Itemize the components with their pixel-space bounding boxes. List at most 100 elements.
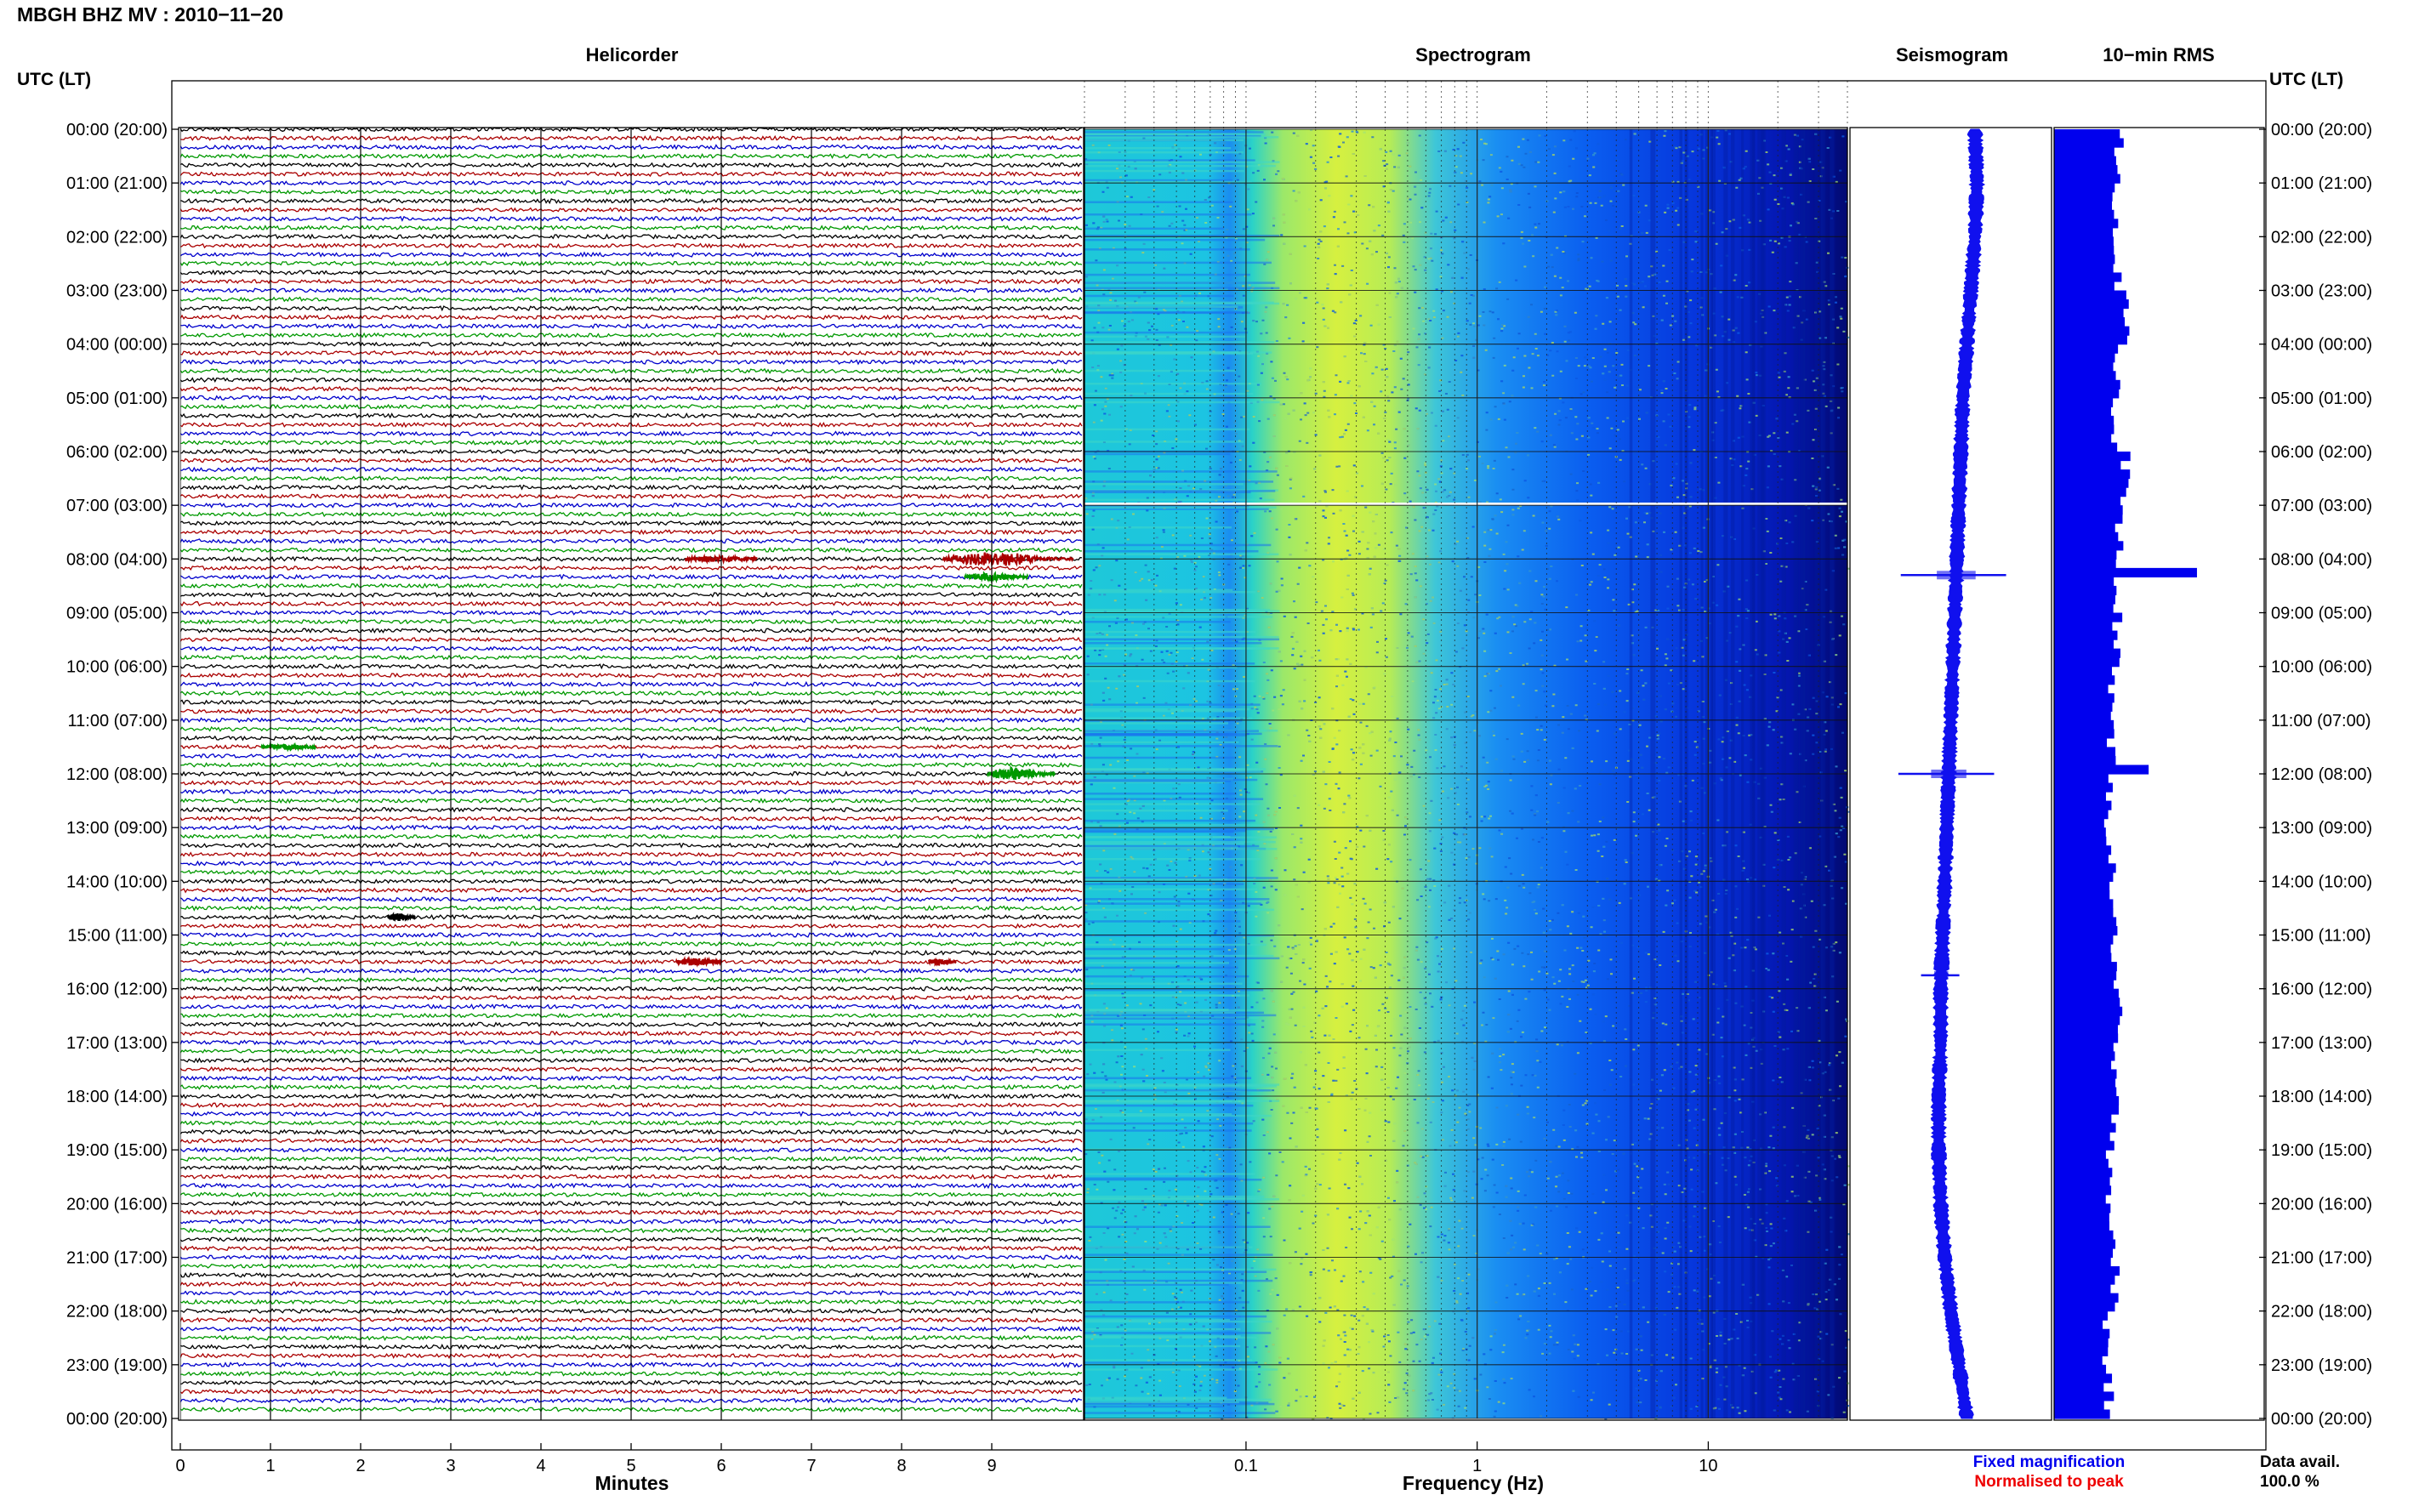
rms-bar: [2054, 335, 2127, 345]
helicorder-event: [260, 742, 317, 753]
spectrogram-title: Spectrogram: [1415, 44, 1531, 65]
spectrogram-band: [1084, 988, 1264, 992]
spectrogram-band: [1084, 549, 1259, 553]
legend-normalised-to-peak: Normalised to peak: [1974, 1473, 2124, 1491]
rms-bar: [2054, 415, 2114, 426]
rms-bar: [2054, 353, 2115, 363]
rms-bar: [2054, 1275, 2115, 1285]
spectrogram-band: [1084, 169, 1244, 173]
minute-tick-label: 8: [896, 1457, 906, 1475]
spectrogram-band: [1084, 179, 1233, 182]
seismogram-trace: [1930, 128, 1986, 1419]
hour-tick-label: 14:00 (10:00): [2271, 873, 2372, 891]
spectrogram-band: [1084, 836, 1277, 838]
spectrogram-band: [1084, 133, 1266, 136]
rms-bar: [2054, 1302, 2115, 1312]
rms-bar: [2054, 1230, 2114, 1241]
rms-bar: [2054, 1194, 2106, 1204]
rms-bar: [2054, 219, 2119, 229]
minute-tick-label: 1: [265, 1457, 275, 1475]
spectrogram-band: [1084, 954, 1274, 958]
spectrogram-band: [1084, 679, 1255, 683]
rms-bar: [2054, 639, 2114, 650]
left-hour-ticks: 00:00 (20:00) 01:00 (21:00) 02:00 (22:00) 0…: [66, 121, 179, 1429]
spectrogram-band: [1084, 305, 1238, 309]
spectrogram-band: [1084, 719, 1243, 722]
spectrogram-band: [1084, 608, 1270, 611]
spectrogram-band: [1084, 781, 1226, 784]
hour-tick-label: 08:00 (04:00): [66, 550, 168, 569]
rms-bar: [2054, 1042, 2114, 1052]
spectrogram-band: [1084, 428, 1250, 431]
rms-bar: [2054, 308, 2124, 318]
spectrogram-band: [1084, 553, 1279, 556]
rms-bar: [2054, 1185, 2112, 1196]
rms-bar: [2054, 881, 2110, 891]
hour-tick-label: 20:00 (16:00): [2271, 1195, 2372, 1214]
rms-bar: [2054, 433, 2112, 444]
spectrogram-band: [1084, 745, 1278, 747]
spectrogram-band: [1084, 1077, 1252, 1080]
rms-bar: [2054, 737, 2108, 748]
rms-bar: [2054, 541, 2124, 551]
rms-bar: [2054, 970, 2117, 981]
rms-bar: [2054, 935, 2114, 945]
rms-bar: [2054, 129, 2120, 139]
rms-bar: [2054, 272, 2122, 282]
hour-tick-label: 11:00 (07:00): [2271, 712, 2371, 730]
rms-bar: [2054, 1391, 2114, 1401]
hour-tick-label: 17:00 (13:00): [2271, 1034, 2372, 1053]
helicorder-event: [986, 765, 1056, 781]
spectrogram-band: [1084, 1335, 1241, 1338]
figure-title: MBGH BHZ MV : 2010−11−20: [17, 3, 283, 26]
rms-bar: [2054, 1176, 2110, 1186]
spectrogram-band: [1084, 491, 1251, 494]
frequency-tick-label: 10: [1699, 1457, 1717, 1475]
spectrogram-band: [1084, 662, 1255, 665]
minute-tick-label: 3: [446, 1457, 455, 1475]
rms-bar: [2054, 998, 2120, 1008]
hour-tick-label: 06:00 (02:00): [66, 443, 168, 462]
spectrogram-band: [1084, 480, 1274, 483]
rms-bar: [2054, 1356, 2103, 1366]
hour-tick-label: 00:00 (20:00): [2271, 121, 2372, 139]
rms-bar: [2054, 523, 2115, 533]
hour-tick-label: 05:00 (01:00): [2271, 389, 2372, 408]
rms-bar: [2054, 173, 2120, 184]
rms-bar: [2054, 389, 2120, 399]
rms-bar: [2054, 1024, 2118, 1034]
rms-bar: [2054, 299, 2129, 310]
spectrogram-band: [1084, 136, 1279, 139]
hour-tick-label: 19:00 (15:00): [66, 1141, 168, 1160]
rms-bar: [2054, 1123, 2116, 1133]
hour-tick-label: 00:00 (20:00): [2271, 1410, 2372, 1429]
spectrogram-band: [1084, 934, 1274, 937]
spectrogram-band: [1084, 823, 1264, 827]
spectrogram-band: [1084, 441, 1244, 443]
spectrogram-band: [1084, 508, 1269, 510]
spectrogram-band: [1084, 139, 1244, 142]
hour-tick-label: 10:00 (06:00): [66, 658, 168, 677]
hour-tick-label: 04:00 (00:00): [2271, 336, 2372, 355]
rms-bar: [2054, 397, 2114, 407]
rms-bar: [2054, 1140, 2114, 1151]
spectrogram-band: [1084, 180, 1252, 184]
rms-bar: [2054, 684, 2109, 694]
spectrogram-band: [1084, 311, 1250, 315]
spectrogram-band: [1084, 908, 1274, 912]
spectrogram-band: [1084, 369, 1236, 372]
minute-tick-label: 6: [716, 1457, 726, 1475]
rms-bar: [2054, 1158, 2109, 1168]
spectrogram-band: [1084, 294, 1234, 298]
spectrogram-band: [1084, 741, 1239, 744]
rms-bar: [2054, 1051, 2115, 1061]
hour-tick-label: 18:00 (14:00): [2271, 1088, 2372, 1106]
spectrogram-band: [1084, 1195, 1265, 1198]
hour-tick-label: 04:00 (00:00): [66, 336, 168, 355]
rms-bar: [2054, 191, 2113, 202]
spectrogram-band: [1084, 1344, 1241, 1348]
rms-bar: [2054, 1328, 2110, 1339]
spectrogram-band: [1084, 543, 1272, 547]
spectrogram-band: [1084, 1361, 1257, 1364]
rms-bar: [2054, 836, 2107, 846]
